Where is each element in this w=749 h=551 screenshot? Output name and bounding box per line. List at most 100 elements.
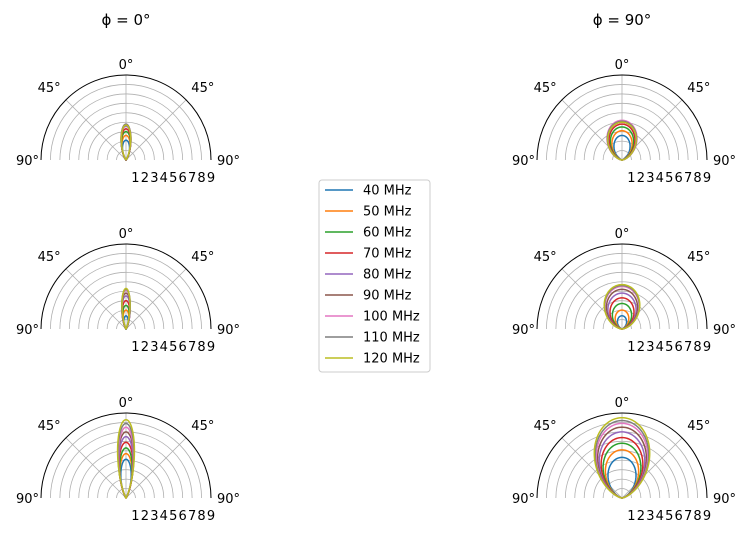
polar-spine [536, 243, 708, 330]
angle-tick-label-45: 45° [687, 250, 710, 265]
angle-tick-label-0: 0° [615, 58, 630, 73]
angle-tick-label-0: 0° [119, 227, 134, 242]
angular-gridline-m45 [65, 268, 127, 330]
angle-tick-label-45: 45° [191, 250, 214, 265]
angle-tick-label-90: 90° [713, 323, 736, 338]
radial-tick-label-3: 3 [646, 509, 654, 524]
series-line-120-mhz [120, 124, 132, 161]
radial-tick-label-6: 6 [675, 340, 683, 355]
polar-spine [40, 74, 212, 161]
legend-label: 70 MHz [363, 247, 412, 262]
angle-tick-label-0: 0° [615, 396, 630, 411]
radial-tick-label-4: 4 [160, 340, 168, 355]
radial-tick-label-2: 2 [637, 509, 645, 524]
radial-tick-label-8: 8 [693, 340, 701, 355]
radial-tick-label-8: 8 [693, 509, 701, 524]
radial-tick-label-9: 9 [703, 171, 711, 186]
radial-tick-label-6: 6 [179, 171, 187, 186]
polar-spine [40, 243, 212, 330]
series-line-120-mhz [116, 418, 136, 499]
radial-tick-label-3: 3 [646, 171, 654, 186]
column-title-phi-90: ϕ = 90° [593, 11, 652, 29]
angle-tick-label-0: 0° [119, 396, 134, 411]
radial-tick-label-7: 7 [188, 340, 196, 355]
radial-tick-label-5: 5 [665, 171, 673, 186]
legend-item: 80 MHz [325, 268, 412, 283]
radial-tick-label-4: 4 [160, 509, 168, 524]
radial-tick-label-4: 4 [656, 340, 664, 355]
radial-tick-label-4: 4 [656, 171, 664, 186]
radial-tick-label-1: 1 [627, 171, 635, 186]
polar-panel-col0-row0: 90° 45° 0° 45° 90° 1 2 3 4 5 6 7 8 9 [16, 58, 240, 186]
angle-tick-label-0: 0° [119, 58, 134, 73]
angle-tick-label-m45: 45° [534, 250, 557, 265]
radial-tick-label-7: 7 [684, 171, 692, 186]
angle-tick-label-45: 45° [191, 419, 214, 434]
radial-tick-label-8: 8 [197, 509, 205, 524]
legend-label: 120 MHz [363, 352, 420, 367]
legend: 40 MHz 50 MHz 60 MHz 70 MHz 80 MHz 90 MHz 100 … [318, 179, 431, 373]
radial-tick-label-9: 9 [207, 509, 215, 524]
radial-tick-label-9: 9 [207, 171, 215, 186]
legend-frame [318, 179, 431, 373]
angle-tick-label-m90: 90° [512, 492, 535, 507]
radial-tick-label-5: 5 [665, 509, 673, 524]
radial-tick-label-7: 7 [188, 171, 196, 186]
legend-label: 50 MHz [363, 205, 412, 220]
legend-item: 60 MHz [325, 226, 412, 241]
angle-tick-label-0: 0° [615, 227, 630, 242]
radial-tick-label-1: 1 [131, 171, 139, 186]
angle-tick-label-90: 90° [217, 154, 240, 169]
radial-tick-label-1: 1 [131, 509, 139, 524]
radial-tick-label-3: 3 [150, 340, 158, 355]
angle-tick-label-m45: 45° [38, 419, 61, 434]
radial-tick-label-4: 4 [656, 509, 664, 524]
angle-tick-label-45: 45° [687, 81, 710, 96]
legend-label: 100 MHz [363, 310, 420, 325]
angle-tick-label-m90: 90° [16, 492, 39, 507]
series-line-120-mhz [603, 283, 641, 330]
angular-gridline-45 [125, 99, 187, 161]
radial-tick-label-3: 3 [150, 171, 158, 186]
polar-panels: 90°45°0°45°90°1 2 3 4 5 6 7 8 990°45°0°45°90°1 2 3… [16, 58, 736, 524]
radial-tick-label-2: 2 [141, 340, 149, 355]
radial-tick-label-7: 7 [188, 509, 196, 524]
polar-panel-col1-row1: 90° 45° 0° 45° 90° 1 2 3 4 5 6 7 8 9 [512, 227, 736, 355]
legend-item: 50 MHz [325, 205, 412, 220]
radial-tick-label-7: 7 [684, 509, 692, 524]
angle-tick-label-45: 45° [191, 81, 214, 96]
polar-panel-col0-row2: 90° 45° 0° 45° 90° 1 2 3 4 5 6 7 8 9 [16, 396, 240, 524]
angle-tick-label-m45: 45° [38, 250, 61, 265]
radial-tick-label-2: 2 [141, 171, 149, 186]
column-title-phi-0: ϕ = 0° [101, 11, 150, 29]
angular-gridline-m45 [65, 437, 127, 499]
angle-tick-label-90: 90° [217, 492, 240, 507]
legend-item: 100 MHz [325, 310, 420, 325]
angle-tick-label-m45: 45° [534, 81, 557, 96]
legend-label: 90 MHz [363, 289, 412, 304]
radial-tick-label-6: 6 [675, 171, 683, 186]
radial-tick-label-7: 7 [684, 340, 692, 355]
radial-tick-label-2: 2 [637, 340, 645, 355]
legend-item: 40 MHz [325, 184, 412, 199]
angular-gridline-m45 [65, 99, 127, 161]
radial-tick-label-5: 5 [665, 340, 673, 355]
radial-tick-label-4: 4 [160, 171, 168, 186]
legend-label: 60 MHz [363, 226, 412, 241]
series-line-120-mhz [593, 416, 651, 499]
radial-tick-label-6: 6 [179, 509, 187, 524]
radial-tick-label-5: 5 [169, 340, 177, 355]
polar-panel-col1-row0: 90° 45° 0° 45° 90° 1 2 3 4 5 6 7 8 9 [512, 58, 736, 186]
angle-tick-label-90: 90° [217, 323, 240, 338]
radial-tick-label-2: 2 [141, 509, 149, 524]
polar-panel-col1-row2: 90° 45° 0° 45° 90° 1 2 3 4 5 6 7 8 9 [512, 396, 736, 524]
radial-tick-label-1: 1 [627, 340, 635, 355]
radial-tick-label-8: 8 [197, 340, 205, 355]
legend-item: 70 MHz [325, 247, 412, 262]
radial-tick-label-1: 1 [131, 340, 139, 355]
radial-tick-label-5: 5 [169, 171, 177, 186]
radial-tick-label-1: 1 [627, 509, 635, 524]
legend-item: 120 MHz [325, 352, 420, 367]
radial-tick-label-6: 6 [179, 340, 187, 355]
